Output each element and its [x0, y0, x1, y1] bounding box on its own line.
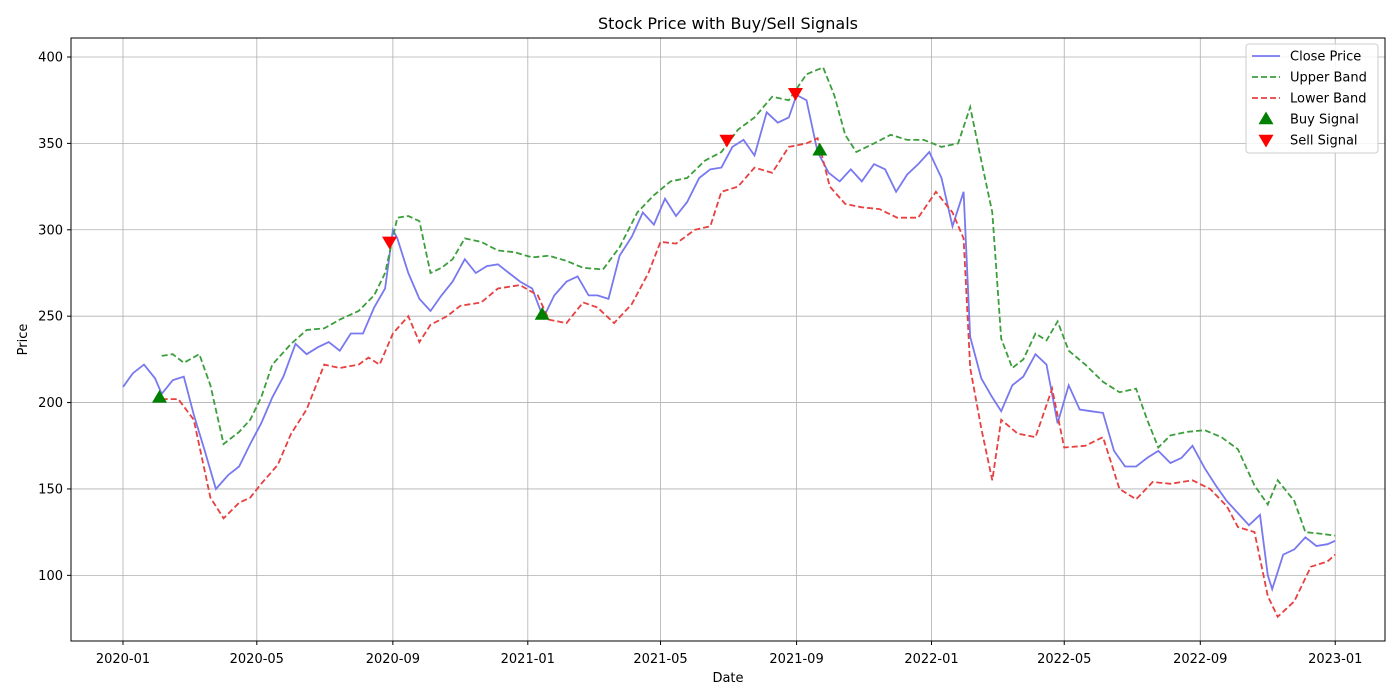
x-tick-label: 2022-09 — [1173, 652, 1227, 667]
axis-ticks: 2020-01 2020-05 2020-09 2021-01 2021-05 2021-… — [38, 51, 1362, 667]
y-tick-label: 350 — [38, 137, 63, 152]
y-tick-label: 300 — [38, 223, 63, 238]
legend-label-buy-signal: Buy Signal — [1290, 113, 1359, 128]
legend-label-sell-signal: Sell Signal — [1290, 134, 1358, 149]
legend-label-upper-band: Upper Band — [1290, 71, 1367, 86]
sell-signal-marker — [382, 236, 398, 250]
y-axis-label: Price — [16, 324, 31, 356]
lower-band-line — [161, 136, 1336, 619]
x-tick-label: 2021-09 — [769, 652, 823, 667]
x-tick-label: 2022-01 — [904, 652, 958, 667]
chart-title: Stock Price with Buy/Sell Signals — [598, 14, 858, 33]
close-price-line — [122, 93, 1336, 593]
x-tick-label: 2023-01 — [1308, 652, 1362, 667]
sell-signal-marker — [787, 88, 803, 101]
plot-frame — [70, 37, 1386, 642]
legend-swatch-buy-signal — [1258, 111, 1274, 125]
y-tick-label: 150 — [38, 482, 63, 497]
series-lines — [122, 66, 1336, 619]
sell-signal-marker — [719, 134, 735, 148]
legend-box — [1245, 43, 1379, 154]
upper-band-line — [161, 66, 1336, 537]
x-axis-label: Date — [712, 671, 743, 686]
y-tick-label: 100 — [38, 569, 63, 584]
x-tick-label: 2021-05 — [633, 652, 687, 667]
signal-markers — [151, 88, 828, 403]
x-tick-label: 2020-05 — [230, 652, 284, 667]
y-tick-label: 250 — [38, 310, 63, 325]
buy-signal-marker — [151, 389, 167, 403]
x-tick-label: 2022-05 — [1037, 652, 1091, 667]
legend-swatch-sell-signal — [1258, 134, 1274, 148]
x-tick-label: 2020-09 — [366, 652, 420, 667]
y-tick-label: 200 — [38, 396, 63, 411]
grid — [71, 38, 1385, 641]
buy-signal-marker — [812, 142, 828, 156]
legend-label-lower-band: Lower Band — [1290, 92, 1366, 107]
buy-signal-marker — [534, 306, 550, 320]
legend: Close Price Upper Band Lower Band Buy Signa… — [1245, 43, 1379, 154]
legend-label-close-price: Close Price — [1290, 50, 1361, 65]
x-tick-label: 2021-01 — [501, 652, 555, 667]
x-tick-label: 2020-01 — [96, 652, 150, 667]
y-tick-label: 400 — [38, 51, 63, 66]
